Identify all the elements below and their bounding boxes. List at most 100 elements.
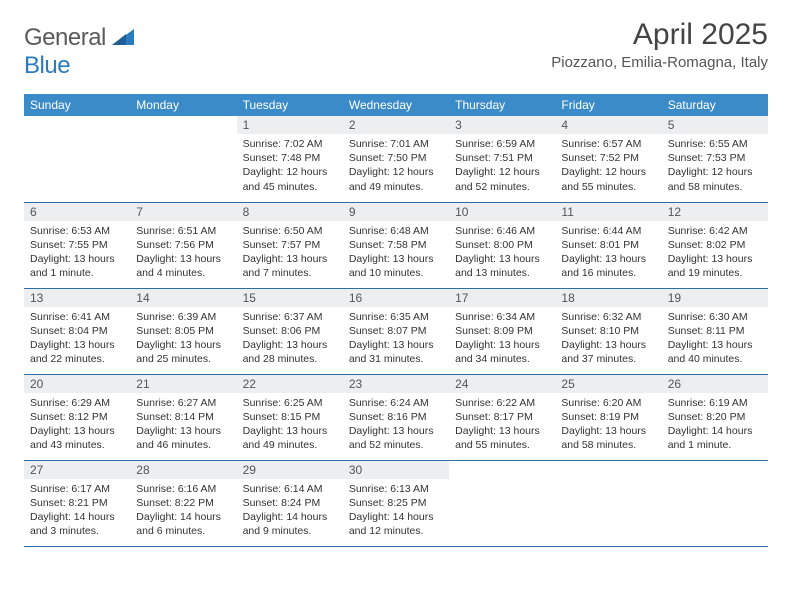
sunrise-text: Sunrise: 6:29 AM [30,396,124,410]
daylight-text: Daylight: 13 hours and 55 minutes. [455,424,549,452]
sunset-text: Sunset: 8:19 PM [561,410,655,424]
day-number: 9 [343,203,449,221]
sunset-text: Sunset: 8:12 PM [30,410,124,424]
sunrise-text: Sunrise: 6:13 AM [349,482,443,496]
day-details: Sunrise: 6:57 AMSunset: 7:52 PMDaylight:… [555,134,661,199]
sunset-text: Sunset: 8:25 PM [349,496,443,510]
calendar-cell: 21Sunrise: 6:27 AMSunset: 8:14 PMDayligh… [130,374,236,460]
calendar-cell: 18Sunrise: 6:32 AMSunset: 8:10 PMDayligh… [555,288,661,374]
day-number: 30 [343,461,449,479]
calendar-cell [555,460,661,546]
daylight-text: Daylight: 13 hours and 46 minutes. [136,424,230,452]
day-number: 17 [449,289,555,307]
header: General Blue April 2025 Piozzano, Emilia… [24,18,768,80]
daylight-text: Daylight: 14 hours and 1 minute. [668,424,762,452]
day-number: 6 [24,203,130,221]
calendar-cell: 16Sunrise: 6:35 AMSunset: 8:07 PMDayligh… [343,288,449,374]
day-number: 4 [555,116,661,134]
month-title: April 2025 [551,18,768,52]
day-number: 11 [555,203,661,221]
day-number: 8 [237,203,343,221]
day-details: Sunrise: 6:44 AMSunset: 8:01 PMDaylight:… [555,221,661,286]
calendar-cell: 12Sunrise: 6:42 AMSunset: 8:02 PMDayligh… [662,202,768,288]
sunset-text: Sunset: 8:24 PM [243,496,337,510]
sunset-text: Sunset: 7:56 PM [136,238,230,252]
daylight-text: Daylight: 13 hours and 1 minute. [30,252,124,280]
sunset-text: Sunset: 8:02 PM [668,238,762,252]
sunset-text: Sunset: 8:20 PM [668,410,762,424]
daylight-text: Daylight: 12 hours and 55 minutes. [561,165,655,193]
day-number: 10 [449,203,555,221]
daylight-text: Daylight: 14 hours and 3 minutes. [30,510,124,538]
calendar-cell: 27Sunrise: 6:17 AMSunset: 8:21 PMDayligh… [24,460,130,546]
sunset-text: Sunset: 8:04 PM [30,324,124,338]
sunset-text: Sunset: 7:55 PM [30,238,124,252]
calendar-cell: 14Sunrise: 6:39 AMSunset: 8:05 PMDayligh… [130,288,236,374]
day-number: 27 [24,461,130,479]
calendar-cell: 6Sunrise: 6:53 AMSunset: 7:55 PMDaylight… [24,202,130,288]
day-details: Sunrise: 6:14 AMSunset: 8:24 PMDaylight:… [237,479,343,544]
brand-part2: Blue [24,52,70,79]
dow-sunday: Sunday [24,94,130,116]
day-details: Sunrise: 6:25 AMSunset: 8:15 PMDaylight:… [237,393,343,458]
calendar-cell: 4Sunrise: 6:57 AMSunset: 7:52 PMDaylight… [555,116,661,202]
sunrise-text: Sunrise: 6:46 AM [455,224,549,238]
daylight-text: Daylight: 13 hours and 37 minutes. [561,338,655,366]
sunrise-text: Sunrise: 6:37 AM [243,310,337,324]
sunrise-text: Sunrise: 6:27 AM [136,396,230,410]
day-number: 14 [130,289,236,307]
calendar-cell: 9Sunrise: 6:48 AMSunset: 7:58 PMDaylight… [343,202,449,288]
sunset-text: Sunset: 8:17 PM [455,410,549,424]
title-block: April 2025 Piozzano, Emilia-Romagna, Ita… [551,18,768,71]
sunrise-text: Sunrise: 6:51 AM [136,224,230,238]
sunset-text: Sunset: 8:16 PM [349,410,443,424]
daylight-text: Daylight: 12 hours and 49 minutes. [349,165,443,193]
day-details: Sunrise: 7:01 AMSunset: 7:50 PMDaylight:… [343,134,449,199]
sunrise-text: Sunrise: 7:02 AM [243,137,337,151]
calendar-cell [130,116,236,202]
calendar-cell: 29Sunrise: 6:14 AMSunset: 8:24 PMDayligh… [237,460,343,546]
day-details: Sunrise: 6:34 AMSunset: 8:09 PMDaylight:… [449,307,555,372]
brand-text: General Blue [24,24,134,80]
sunrise-text: Sunrise: 6:59 AM [455,137,549,151]
calendar-cell: 20Sunrise: 6:29 AMSunset: 8:12 PMDayligh… [24,374,130,460]
daylight-text: Daylight: 12 hours and 58 minutes. [668,165,762,193]
daylight-text: Daylight: 12 hours and 52 minutes. [455,165,549,193]
daylight-text: Daylight: 13 hours and 7 minutes. [243,252,337,280]
sunrise-text: Sunrise: 6:39 AM [136,310,230,324]
brand-triangle-icon [112,24,134,52]
day-details: Sunrise: 6:37 AMSunset: 8:06 PMDaylight:… [237,307,343,372]
sunrise-text: Sunrise: 6:35 AM [349,310,443,324]
sunset-text: Sunset: 7:51 PM [455,151,549,165]
calendar-row: 1Sunrise: 7:02 AMSunset: 7:48 PMDaylight… [24,116,768,202]
day-details: Sunrise: 6:32 AMSunset: 8:10 PMDaylight:… [555,307,661,372]
day-details: Sunrise: 6:17 AMSunset: 8:21 PMDaylight:… [24,479,130,544]
daylight-text: Daylight: 13 hours and 13 minutes. [455,252,549,280]
day-number: 12 [662,203,768,221]
sunset-text: Sunset: 8:14 PM [136,410,230,424]
calendar-table: Sunday Monday Tuesday Wednesday Thursday… [24,94,768,547]
day-number: 26 [662,375,768,393]
page: General Blue April 2025 Piozzano, Emilia… [0,0,792,565]
day-details: Sunrise: 6:46 AMSunset: 8:00 PMDaylight:… [449,221,555,286]
sunrise-text: Sunrise: 6:17 AM [30,482,124,496]
sunrise-text: Sunrise: 6:16 AM [136,482,230,496]
dow-friday: Friday [555,94,661,116]
day-number: 22 [237,375,343,393]
day-details: Sunrise: 6:27 AMSunset: 8:14 PMDaylight:… [130,393,236,458]
sunrise-text: Sunrise: 6:48 AM [349,224,443,238]
dow-wednesday: Wednesday [343,94,449,116]
daylight-text: Daylight: 13 hours and 19 minutes. [668,252,762,280]
day-details: Sunrise: 6:29 AMSunset: 8:12 PMDaylight:… [24,393,130,458]
calendar-cell: 7Sunrise: 6:51 AMSunset: 7:56 PMDaylight… [130,202,236,288]
day-details: Sunrise: 6:19 AMSunset: 8:20 PMDaylight:… [662,393,768,458]
day-number: 13 [24,289,130,307]
sunset-text: Sunset: 8:22 PM [136,496,230,510]
day-details: Sunrise: 6:59 AMSunset: 7:51 PMDaylight:… [449,134,555,199]
day-details: Sunrise: 6:22 AMSunset: 8:17 PMDaylight:… [449,393,555,458]
dow-saturday: Saturday [662,94,768,116]
calendar-cell: 25Sunrise: 6:20 AMSunset: 8:19 PMDayligh… [555,374,661,460]
calendar-cell: 28Sunrise: 6:16 AMSunset: 8:22 PMDayligh… [130,460,236,546]
calendar-cell: 15Sunrise: 6:37 AMSunset: 8:06 PMDayligh… [237,288,343,374]
calendar-cell [449,460,555,546]
